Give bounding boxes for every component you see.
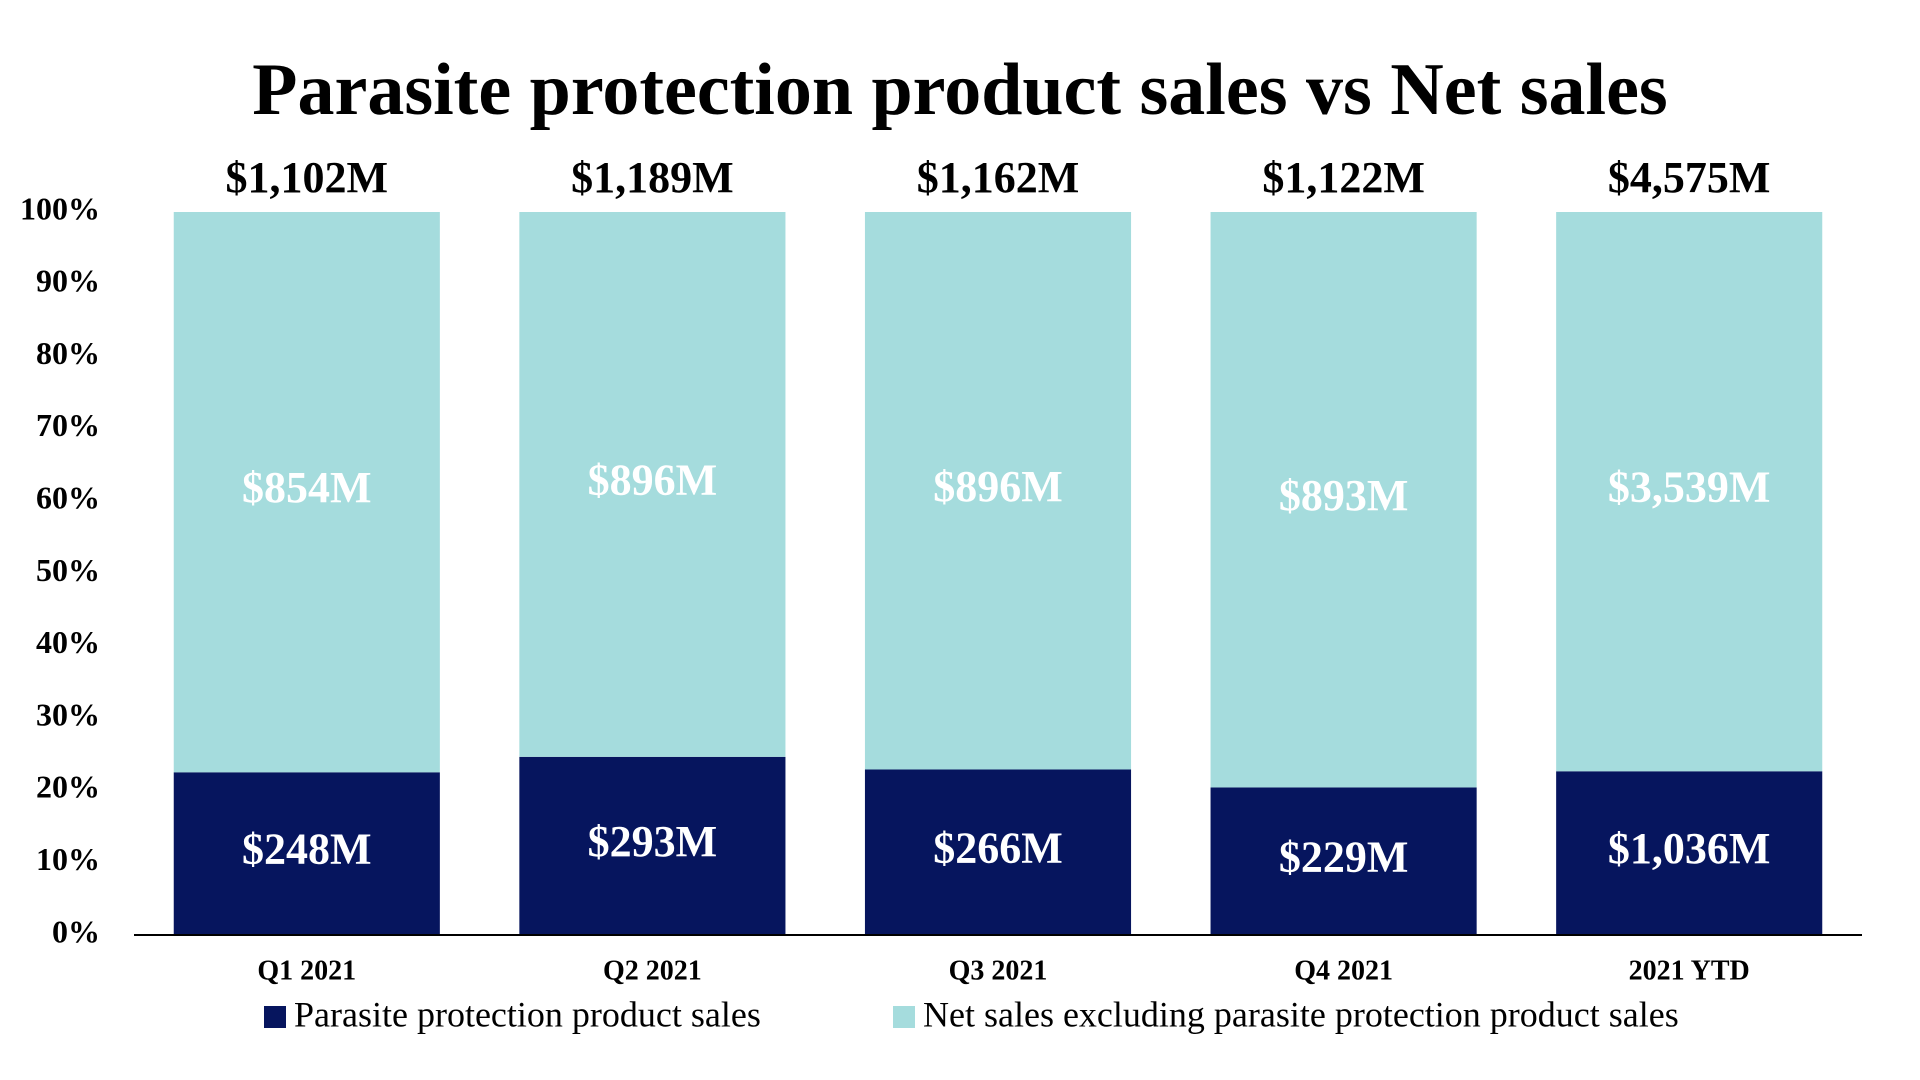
data-label: $266M (933, 823, 1063, 872)
y-tick-label: 50% (36, 552, 100, 588)
chart-title: Parasite protection product sales vs Net… (252, 49, 1667, 131)
data-label: $293M (588, 817, 718, 866)
total-label: $4,575M (1608, 153, 1771, 202)
y-tick-label: 0% (52, 913, 100, 949)
bar-segment (1556, 771, 1823, 935)
total-label: $1,122M (1262, 153, 1425, 202)
x-tick-label: Q3 2021 (949, 955, 1048, 986)
data-label: $896M (588, 456, 718, 505)
y-tick-label: 10% (36, 841, 100, 877)
x-tick-label: Q1 2021 (257, 955, 356, 986)
bar-segment (519, 212, 786, 757)
x-tick-label: 2021 YTD (1629, 955, 1750, 986)
data-label: $893M (1279, 471, 1409, 520)
total-label: $1,189M (571, 153, 734, 202)
x-tick-label: Q2 2021 (603, 955, 702, 986)
data-label: $3,539M (1608, 463, 1771, 512)
legend-label: Parasite protection product sales (294, 994, 761, 1034)
data-label: $1,036M (1608, 824, 1771, 873)
bar-segment (519, 756, 786, 935)
y-tick-label: 60% (36, 480, 100, 516)
data-label: $854M (242, 463, 372, 512)
bar-segment (1556, 212, 1823, 772)
y-tick-label: 70% (36, 407, 100, 443)
bar-segment (864, 212, 1132, 770)
bar-segment (173, 212, 440, 773)
bar-segment (1210, 212, 1477, 788)
bar-segment (864, 769, 1132, 935)
legend-label: Net sales excluding parasite protection … (923, 994, 1679, 1034)
y-tick-label: 90% (36, 263, 100, 299)
legend-swatch (264, 1006, 286, 1028)
data-label: $896M (933, 462, 1063, 511)
y-tick-label: 100% (20, 190, 100, 226)
y-tick-label: 40% (36, 624, 100, 660)
bar-segment (1210, 787, 1477, 935)
total-label: $1,102M (226, 153, 389, 202)
y-tick-label: 20% (36, 769, 100, 805)
y-tick-label: 30% (36, 696, 100, 732)
bar-segment (173, 772, 440, 935)
x-tick-label: Q4 2021 (1294, 955, 1393, 986)
legend-swatch (893, 1006, 915, 1028)
y-tick-label: 80% (36, 335, 100, 371)
data-label: $248M (242, 825, 372, 874)
total-label: $1,162M (917, 153, 1080, 202)
data-label: $229M (1279, 832, 1409, 881)
